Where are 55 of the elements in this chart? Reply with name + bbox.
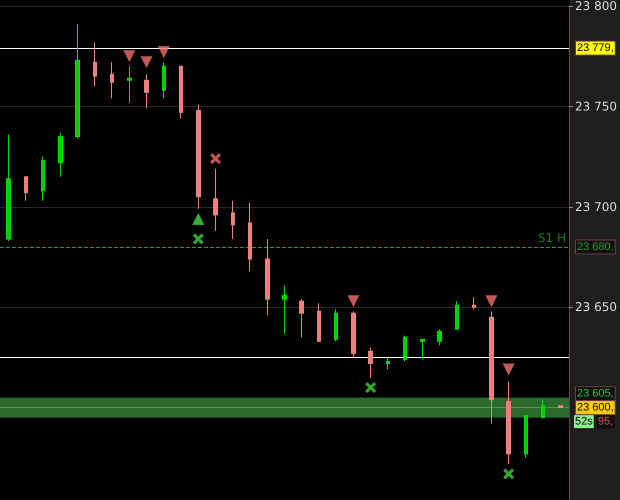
ref-line-label: 23 600, [577,402,614,414]
candlestick [144,74,149,109]
candlestick [437,328,442,346]
candlestick [162,62,166,99]
point [503,468,514,480]
ref-line-label: 23 680, [577,240,614,253]
candlestick [41,156,45,202]
point [140,56,153,68]
candlestick [299,298,304,338]
candlestick [489,310,494,424]
candlestick [351,310,356,358]
candlestick [213,168,218,232]
band-label: 23 605, [577,388,614,400]
y-tick-label: 23 700 [575,200,618,214]
candlestick [127,66,132,103]
candlestick [506,381,511,464]
candlestick [196,104,201,210]
candlestick [558,405,563,408]
candlestick [524,415,528,458]
candlestick [317,302,321,342]
ref-line-label: 23 779, [577,42,614,54]
candlestick [6,134,11,242]
candlestick [110,62,114,99]
point [192,212,204,225]
candlestick [231,200,235,240]
point [502,363,515,376]
candlestick [334,308,338,342]
point [123,50,136,62]
candlestick [24,176,28,202]
y-tick-label: 23 750 [575,99,618,114]
text: 95, [598,416,614,428]
candlestick [403,334,407,362]
candlestick [455,300,459,330]
candlestick [541,399,545,418]
candlestick [386,356,390,370]
point [210,153,222,164]
text: 52s [575,416,594,428]
candlestick [75,24,80,140]
candlestick [179,66,183,119]
candlestick [420,338,425,360]
point [158,46,170,58]
point [347,295,360,308]
y-tick-label: 23 650 [575,300,618,314]
point [365,382,376,394]
point [192,233,204,244]
point [485,295,498,308]
candlestick [248,202,252,272]
candlestick [58,132,63,178]
candlestick [265,238,270,316]
candlestick [93,42,97,87]
candlestick [368,346,373,378]
y-tick-label: 23 800 [575,0,618,13]
candlestick [282,284,287,334]
annotation: S1 H [538,230,566,245]
candlestick [472,296,476,310]
